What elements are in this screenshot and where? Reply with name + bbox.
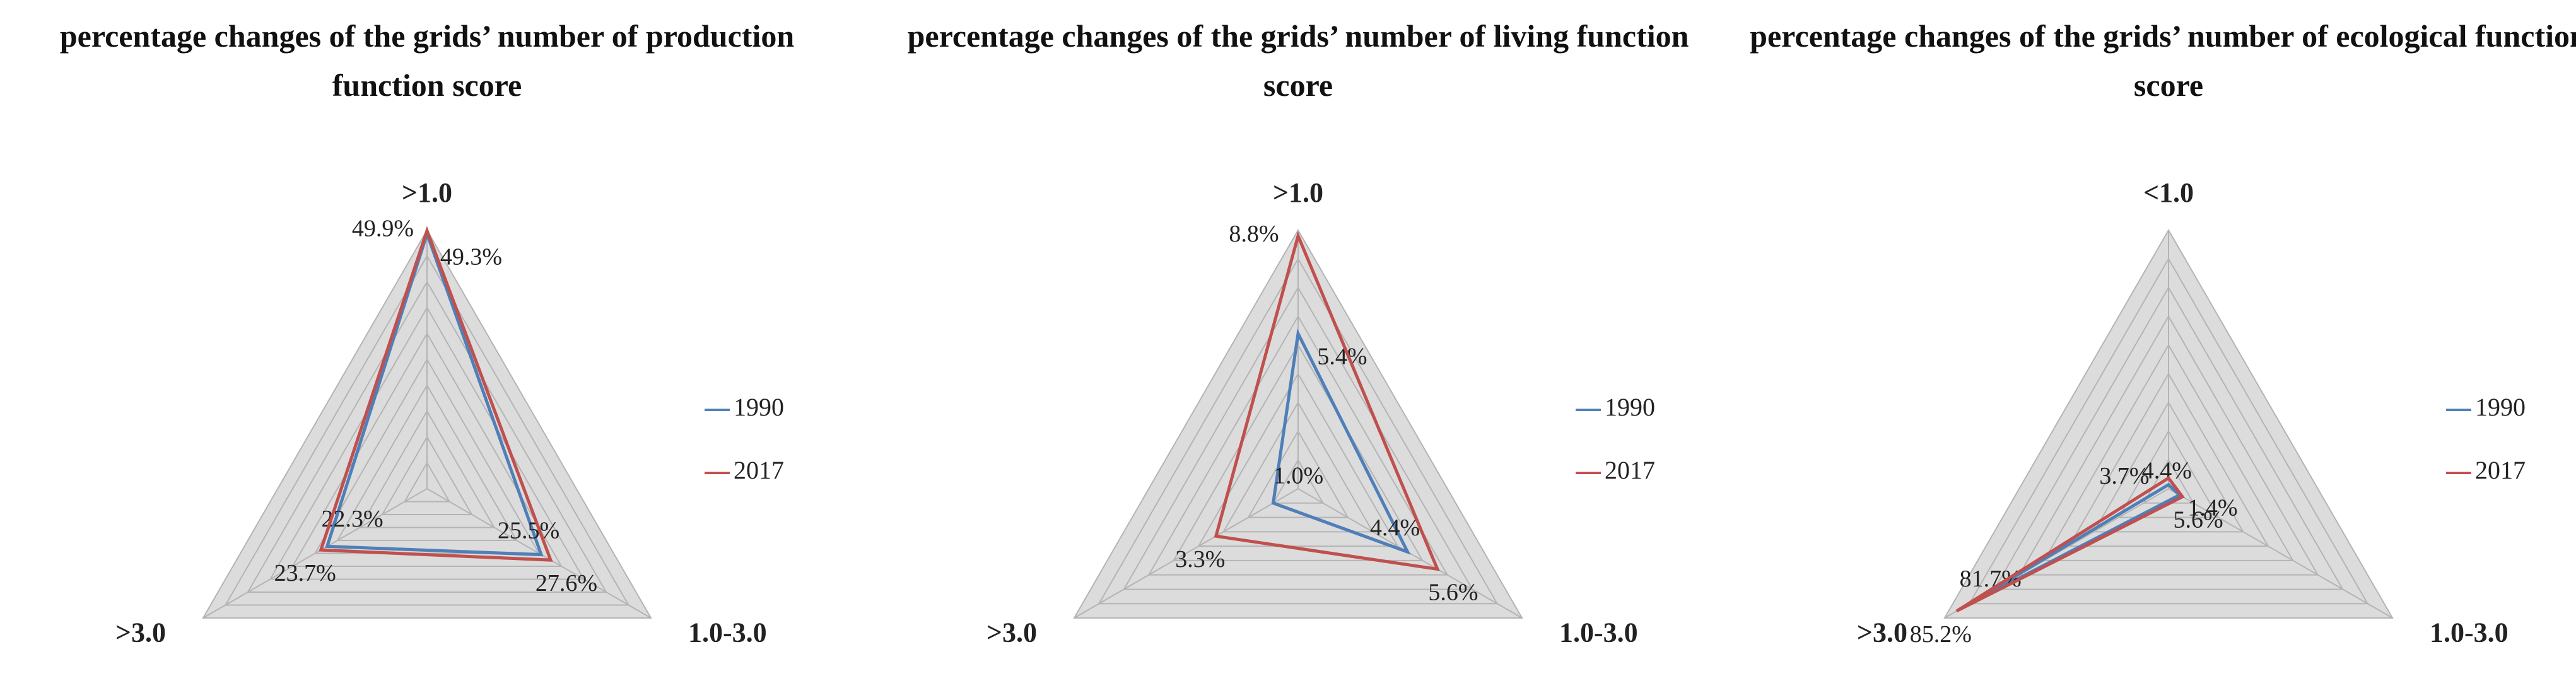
- grid-ring: [224, 254, 630, 606]
- data-label: 5.6%: [2174, 506, 2223, 533]
- axis-label: 1.0-3.0: [2430, 617, 2509, 648]
- grid-ring: [1272, 458, 1325, 504]
- grid-ring: [336, 383, 518, 541]
- grid-ring: [1968, 257, 2369, 605]
- grid-ring: [202, 229, 652, 619]
- series-line: [1214, 231, 1440, 571]
- data-label: 4.4%: [1370, 515, 1420, 541]
- data-label: 8.8%: [1229, 221, 1279, 247]
- legend-label: 2017: [1605, 456, 1655, 484]
- grid-ring: [1993, 286, 2344, 590]
- grid-ring: [1073, 228, 1523, 619]
- axis-label: >1.0: [1273, 177, 1323, 208]
- axis-label: 1.0-3.0: [688, 617, 767, 648]
- spoke: [1297, 488, 1523, 619]
- grid-ring: [1222, 401, 1374, 533]
- axis-label: 1.0-3.0: [1559, 617, 1638, 648]
- grid-ring: [2092, 401, 2245, 533]
- grid-ring: [358, 409, 496, 528]
- grid-ring: [1123, 286, 1473, 590]
- axis-label: >3.0: [1857, 617, 1907, 648]
- grid-ring: [2043, 344, 2294, 561]
- grid-ring: [1098, 257, 1499, 605]
- spoke: [1074, 488, 1299, 619]
- grid-ring: [1247, 429, 1349, 518]
- axis-label: >1.0: [402, 177, 452, 208]
- data-label: 23.7%: [274, 560, 336, 586]
- grid-ring: [1147, 315, 1449, 576]
- legend-label: 1990: [1605, 393, 1655, 421]
- legend-label: 1990: [734, 393, 784, 421]
- chart-title: percentage changes of the grids’ number …: [1750, 18, 2576, 103]
- axis-label: >3.0: [115, 617, 166, 648]
- grid-ring: [1173, 344, 1424, 561]
- data-label: 3.3%: [1175, 546, 1225, 573]
- legend-label: 2017: [734, 456, 784, 484]
- series-line: [1271, 328, 1411, 555]
- chart-title: percentage changes of the grids’ number …: [907, 18, 1689, 103]
- data-label: 49.3%: [440, 243, 502, 270]
- grid-ring: [2117, 429, 2220, 518]
- spoke: [202, 488, 428, 619]
- legend-label: 1990: [2475, 393, 2526, 421]
- data-label: 5.4%: [1317, 344, 1367, 370]
- grid-ring: [381, 436, 473, 515]
- axis-label: <1.0: [2143, 177, 2194, 208]
- grid-ring: [2018, 315, 2319, 576]
- grid-ring: [403, 461, 451, 503]
- axis-label: >3.0: [986, 617, 1037, 648]
- spoke: [2168, 488, 2393, 619]
- grid-ring: [291, 332, 563, 567]
- series-line: [1964, 482, 2182, 608]
- series-line: [325, 228, 544, 557]
- grid-ring: [2068, 372, 2269, 547]
- chart-title: percentage changes of the grids’ number …: [59, 18, 795, 103]
- data-label: 25.5%: [498, 517, 559, 544]
- legend-label: 2017: [2475, 456, 2526, 484]
- data-label: 1.4%: [2187, 494, 2237, 521]
- grid-ring: [1197, 372, 1399, 547]
- series-line: [1955, 475, 2185, 613]
- data-label: 5.6%: [1428, 579, 1478, 605]
- grid-ring: [247, 281, 607, 593]
- data-label: 49.9%: [352, 216, 414, 242]
- data-label: 81.7%: [1960, 566, 2022, 592]
- data-label: 85.2%: [1910, 621, 1972, 648]
- data-label: 3.7%: [2099, 463, 2149, 489]
- grid-ring: [1943, 228, 2394, 619]
- data-label: 27.6%: [536, 570, 597, 597]
- series-line: [319, 226, 553, 562]
- data-label: 1.0%: [1273, 462, 1323, 489]
